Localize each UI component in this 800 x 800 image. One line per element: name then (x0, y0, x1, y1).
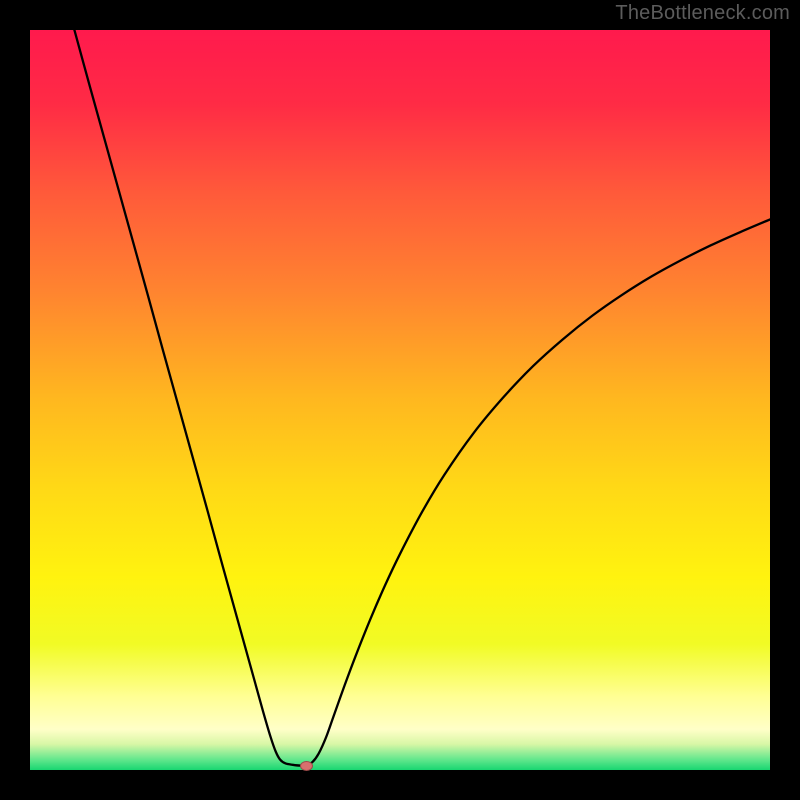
gradient-and-curve-svg (30, 30, 770, 770)
plot-area (30, 30, 770, 770)
chart-container: TheBottleneck.com (0, 0, 800, 800)
watermark-text: TheBottleneck.com (615, 2, 790, 25)
gradient-background (30, 30, 770, 770)
